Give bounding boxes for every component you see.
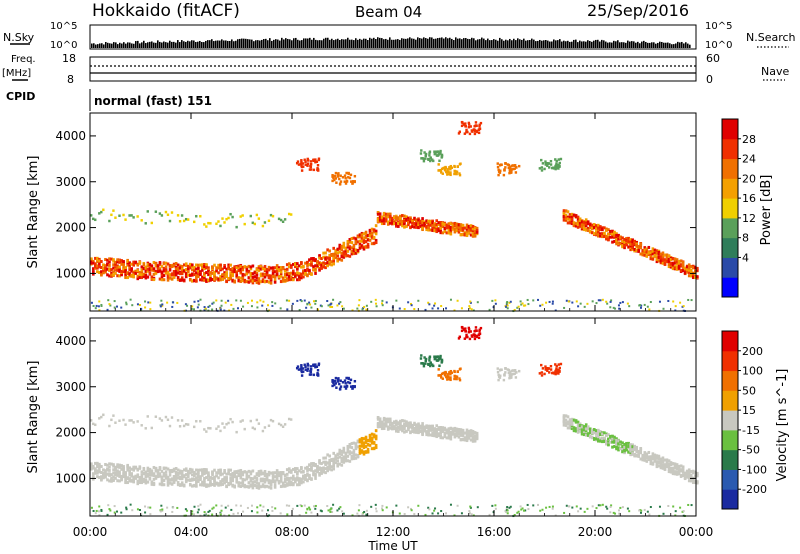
colorbar-tick-label: 4 [742, 251, 749, 264]
colorbar-swatch [722, 138, 738, 160]
nsearch-tick-top: 10^5 [705, 21, 732, 32]
colorbar-swatch [722, 331, 738, 352]
velocity-colorbar: 200 100 50 15 -15 -50 -100 -200 [721, 330, 767, 510]
colorbar-swatch [722, 429, 738, 451]
colorbar-tick-label: 12 [742, 212, 756, 225]
colorbar-tick-label: 16 [742, 192, 756, 205]
colorbar-tick-label: 24 [742, 153, 756, 166]
colorbar-tick-label: 20 [742, 172, 756, 185]
x-tick-label: 00:00 [679, 525, 714, 539]
freq-label: Freq. [11, 54, 36, 65]
nsky-label: N.Sky [3, 31, 35, 44]
colorbar-tick-label: 8 [742, 232, 749, 245]
nsky-tick-bottom: 10^0 [50, 40, 77, 51]
colorbar-swatch [722, 257, 738, 278]
time-axis-label: Time UT [367, 539, 418, 553]
y-tick-label: 1000 [55, 266, 86, 280]
x-tick-label: 16:00 [477, 525, 512, 539]
nave-label: Nave [761, 65, 789, 78]
y-tick-label: 2000 [55, 221, 86, 235]
nsky-bars [91, 37, 691, 48]
x-tick-label: 20:00 [578, 525, 613, 539]
y-tick-label: 4000 [55, 334, 86, 348]
nsearch-tick-bottom: 10^0 [705, 40, 732, 51]
colorbar-swatch [722, 350, 738, 372]
nsearch-label: N.Search [746, 31, 796, 44]
velocity-y-ticks: 1000 2000 3000 4000 [55, 334, 696, 485]
colorbar-swatch [722, 158, 738, 179]
colorbar-tick-label: -100 [742, 463, 767, 476]
colorbar-swatch [722, 370, 738, 391]
colorbar-swatch [722, 119, 738, 140]
colorbar-tick-label: 50 [742, 384, 756, 397]
velocity-colorbar-label: Velocity [m s^-1] [775, 369, 790, 482]
power-y-ticks: 1000 2000 3000 4000 [55, 129, 696, 280]
cpid-value: normal (fast) 151 [94, 94, 212, 108]
colorbar-tick-label: -200 [742, 483, 767, 496]
y-tick-label: 4000 [55, 129, 86, 143]
x-tick-label: 00:00 [73, 525, 108, 539]
y-tick-label: 2000 [55, 426, 86, 440]
colorbar-swatch [722, 449, 738, 470]
nave-tick-top: 60 [706, 52, 720, 65]
freq-tick-top: 18 [62, 52, 76, 65]
x-tick-label: 12:00 [376, 525, 411, 539]
colorbar-tick-label: 200 [742, 345, 763, 358]
velocity-ylabel: Slant Range [km] [26, 361, 41, 474]
y-tick-label: 1000 [55, 471, 86, 485]
freq-panel [89, 56, 697, 82]
colorbar-tick-label: -15 [742, 424, 760, 437]
power-ylabel: Slant Range [km] [26, 156, 41, 269]
y-tick-label: 3000 [55, 380, 86, 394]
colorbar-swatch [722, 390, 738, 411]
power-echoes [90, 120, 699, 313]
colorbar-swatch [722, 469, 738, 490]
x-tick-label: 04:00 [174, 525, 209, 539]
colorbar-swatch [722, 178, 738, 199]
velocity-echoes [90, 325, 699, 518]
colorbar-swatch [722, 489, 738, 510]
beam-title: Beam 04 [355, 3, 422, 21]
colorbar-tick-label: 15 [742, 404, 756, 417]
power-colorbar: 28 24 20 16 12 8 4 [721, 118, 756, 298]
nsky-panel [89, 24, 697, 50]
y-tick-label: 3000 [55, 175, 86, 189]
cpid-label: CPID [6, 90, 35, 103]
colorbar-swatch [722, 277, 738, 298]
colorbar-swatch [722, 410, 738, 431]
colorbar-tick-label: -50 [742, 444, 760, 457]
power-colorbar-label: Power [dB] [759, 175, 774, 246]
colorbar-tick-label: 100 [742, 365, 763, 378]
date-title: 25/Sep/2016 [587, 1, 689, 20]
nave-tick-bottom: 0 [706, 73, 713, 86]
nsky-tick-top: 10^5 [50, 21, 77, 32]
station-title: Hokkaido (fitACF) [92, 1, 240, 21]
colorbar-swatch [722, 217, 738, 239]
freq-tick-bottom: 8 [67, 73, 74, 86]
x-tick-label: 08:00 [275, 525, 310, 539]
freq-unit-label: [MHz] [2, 68, 31, 79]
colorbar-tick-label: 28 [742, 133, 756, 146]
colorbar-swatch [722, 237, 738, 258]
velocity-x-ticks: 00:00 04:00 08:00 12:00 16:00 20:00 00:00 [73, 113, 714, 539]
colorbar-swatch [722, 198, 738, 219]
